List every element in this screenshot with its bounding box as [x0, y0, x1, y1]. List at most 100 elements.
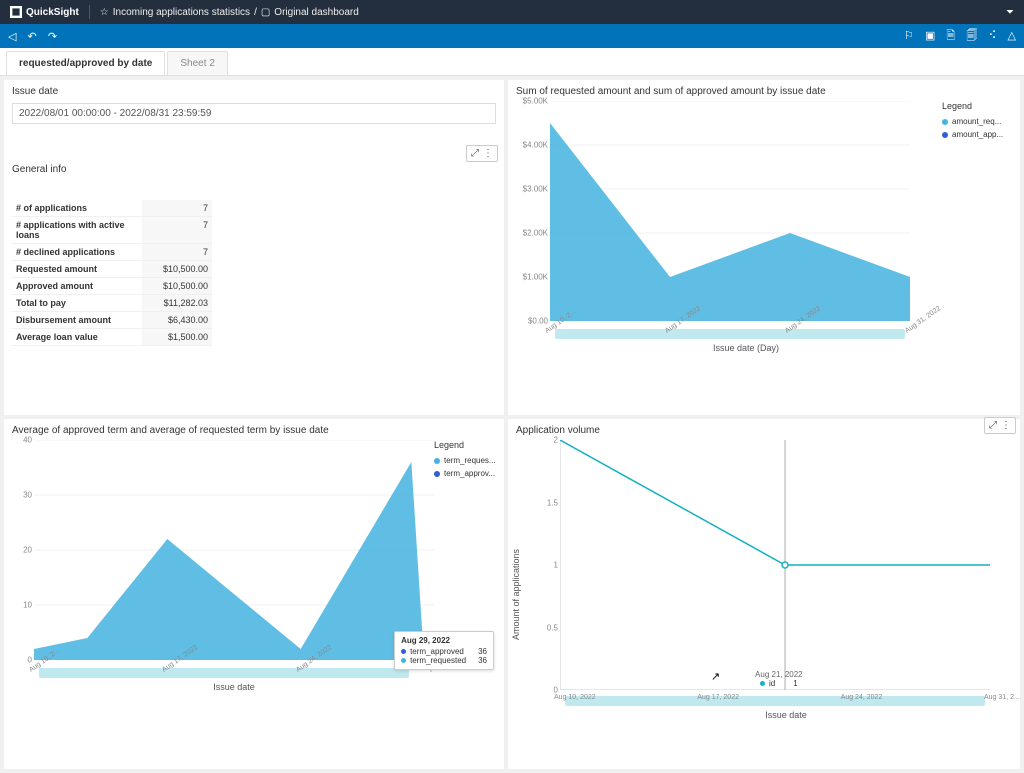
chart3-title: Application volume [516, 425, 1012, 436]
general-info-table: # of applications7# applications with ac… [12, 200, 212, 346]
toolbar: ◁ ↶ ↷ ⚐ ▣ 🗎 🗐 ⠪ △ [0, 24, 1024, 48]
chart3-xlabel: Issue date [560, 710, 1012, 720]
legend-item[interactable]: term_reques... [434, 456, 496, 465]
chart1-scrubber[interactable] [555, 329, 905, 339]
issue-date-input[interactable] [12, 103, 496, 124]
xtick-label: Aug 10, 2022 [554, 694, 596, 701]
breadcrumb-sheet[interactable]: Original dashboard [274, 7, 359, 18]
gi-label: Approved amount [12, 278, 142, 294]
chart3-hover-info: Aug 21, 2022id1 [755, 670, 803, 688]
gi-label: # applications with active loans [12, 217, 142, 243]
export3-icon[interactable]: 🗐 [966, 27, 977, 46]
legend-dot-icon [434, 458, 440, 464]
ytick-label: 10 [23, 601, 32, 610]
tab-sheet2[interactable]: Sheet 2 [167, 51, 227, 75]
chart-plot[interactable] [34, 440, 434, 660]
table-row: # declined applications7 [12, 244, 212, 261]
gi-value: $1,500.00 [142, 329, 212, 345]
ytick-label: 20 [23, 546, 32, 555]
card-amount-chart: Sum of requested amount and sum of appro… [508, 80, 1020, 415]
ytick-label: 30 [23, 491, 32, 500]
issue-date-title: Issue date [12, 86, 496, 97]
legend-item[interactable]: amount_app... [942, 130, 1012, 139]
ytick-label: 1.5 [547, 498, 558, 507]
gi-label: Disbursement amount [12, 312, 142, 328]
doc-icon: ▢ [261, 7, 270, 18]
table-row: # of applications7 [12, 200, 212, 217]
star-icon[interactable]: ☆ [100, 7, 109, 18]
chart3-scrubber[interactable] [565, 696, 985, 706]
ytick-label: 2 [554, 436, 558, 445]
redo-icon[interactable]: ↷ [48, 30, 57, 43]
app-logo[interactable]: QuickSight [10, 6, 79, 18]
gi-label: Average loan value [12, 329, 142, 345]
gi-value: $10,500.00 [142, 278, 212, 294]
export2-icon[interactable]: 🗎 [946, 27, 955, 46]
card-term-chart: Average of approved term and average of … [4, 419, 504, 769]
expand-icon[interactable]: ⤢ [471, 148, 479, 159]
card-controls[interactable]: ⤢ ⋮ [466, 145, 498, 162]
table-row: Average loan value$1,500.00 [12, 329, 212, 346]
chart-plot[interactable] [550, 101, 910, 321]
ytick-label: $1.00K [523, 273, 548, 282]
gi-value: 7 [142, 200, 212, 216]
chart3-controls[interactable]: ⤢ ⋮ [984, 417, 1016, 434]
share-icon[interactable]: ⠪ [988, 29, 996, 42]
table-row: Requested amount$10,500.00 [12, 261, 212, 278]
table-row: Disbursement amount$6,430.00 [12, 312, 212, 329]
user-menu-icon[interactable]: ⏷ [1006, 7, 1014, 18]
gi-value: 7 [142, 217, 212, 243]
ytick-label: $2.00K [523, 229, 548, 238]
mouse-cursor-icon: ↖ [711, 670, 720, 683]
card-volume-chart: ⤢ ⋮ Application volume Amount of applica… [508, 419, 1020, 769]
header-divider [89, 5, 90, 19]
gi-value: $6,430.00 [142, 312, 212, 328]
app-name: QuickSight [26, 7, 79, 18]
card-general-info: Issue date ⤢ ⋮ General info # of applica… [4, 80, 504, 415]
ytick-label: $4.00K [523, 141, 548, 150]
general-info-title: General info [12, 164, 496, 175]
gi-value: 7 [142, 244, 212, 260]
quicksight-icon [10, 6, 22, 18]
chart-plot[interactable] [560, 440, 990, 690]
gi-value: $11,282.03 [142, 295, 212, 311]
breadcrumb: ☆ Incoming applications statistics / ▢ O… [100, 7, 359, 18]
bell-icon[interactable]: △ [1008, 29, 1016, 42]
ytick-label: 40 [23, 436, 32, 445]
ytick-label: 0.5 [547, 623, 558, 632]
legend-label: term_approv... [444, 469, 495, 478]
chart1-xlabel: Issue date (Day) [550, 343, 942, 353]
chart1-title: Sum of requested amount and sum of appro… [516, 86, 1012, 97]
legend-dot-icon [942, 119, 948, 125]
xtick-label: Aug 31, 2... [984, 694, 1020, 701]
top-header: QuickSight ☆ Incoming applications stati… [0, 0, 1024, 24]
xtick-label: Aug 17, 2022 [697, 694, 739, 701]
undo-icon[interactable]: ↶ [28, 30, 37, 43]
breadcrumb-dashboard[interactable]: Incoming applications statistics [113, 7, 250, 18]
chart2-legend-title: Legend [434, 440, 496, 450]
ytick-label: $3.00K [523, 185, 548, 194]
gi-value: $10,500.00 [142, 261, 212, 277]
legend-label: amount_app... [952, 130, 1003, 139]
table-row: # applications with active loans7 [12, 217, 212, 244]
ytick-label: 0 [28, 656, 32, 665]
xtick-label: Aug 24, 2022 [841, 694, 883, 701]
ytick-label: $0.00 [528, 317, 548, 326]
chart3-more-icon[interactable]: ⋮ [1001, 420, 1011, 431]
gi-label: Requested amount [12, 261, 142, 277]
chart1-legend-title: Legend [942, 101, 1012, 111]
ytick-label: $5.00K [523, 97, 548, 106]
chart2-tooltip: Aug 29, 2022term_approved36term_requeste… [394, 631, 494, 670]
chart3-expand-icon[interactable]: ⤢ [989, 420, 997, 431]
bookmark-icon[interactable]: ⚐ [904, 29, 914, 42]
ytick-label: 1 [554, 561, 558, 570]
legend-item[interactable]: amount_req... [942, 117, 1012, 126]
export1-icon[interactable]: ▣ [925, 29, 935, 42]
back-icon[interactable]: ◁ [8, 30, 16, 43]
tab-requested-approved[interactable]: requested/approved by date [6, 51, 165, 75]
sheet-tabs: requested/approved by date Sheet 2 [0, 48, 1024, 76]
legend-item[interactable]: term_approv... [434, 469, 496, 478]
gi-label: # of applications [12, 200, 142, 216]
chart2-scrubber[interactable] [39, 668, 409, 678]
more-icon[interactable]: ⋮ [483, 148, 493, 159]
